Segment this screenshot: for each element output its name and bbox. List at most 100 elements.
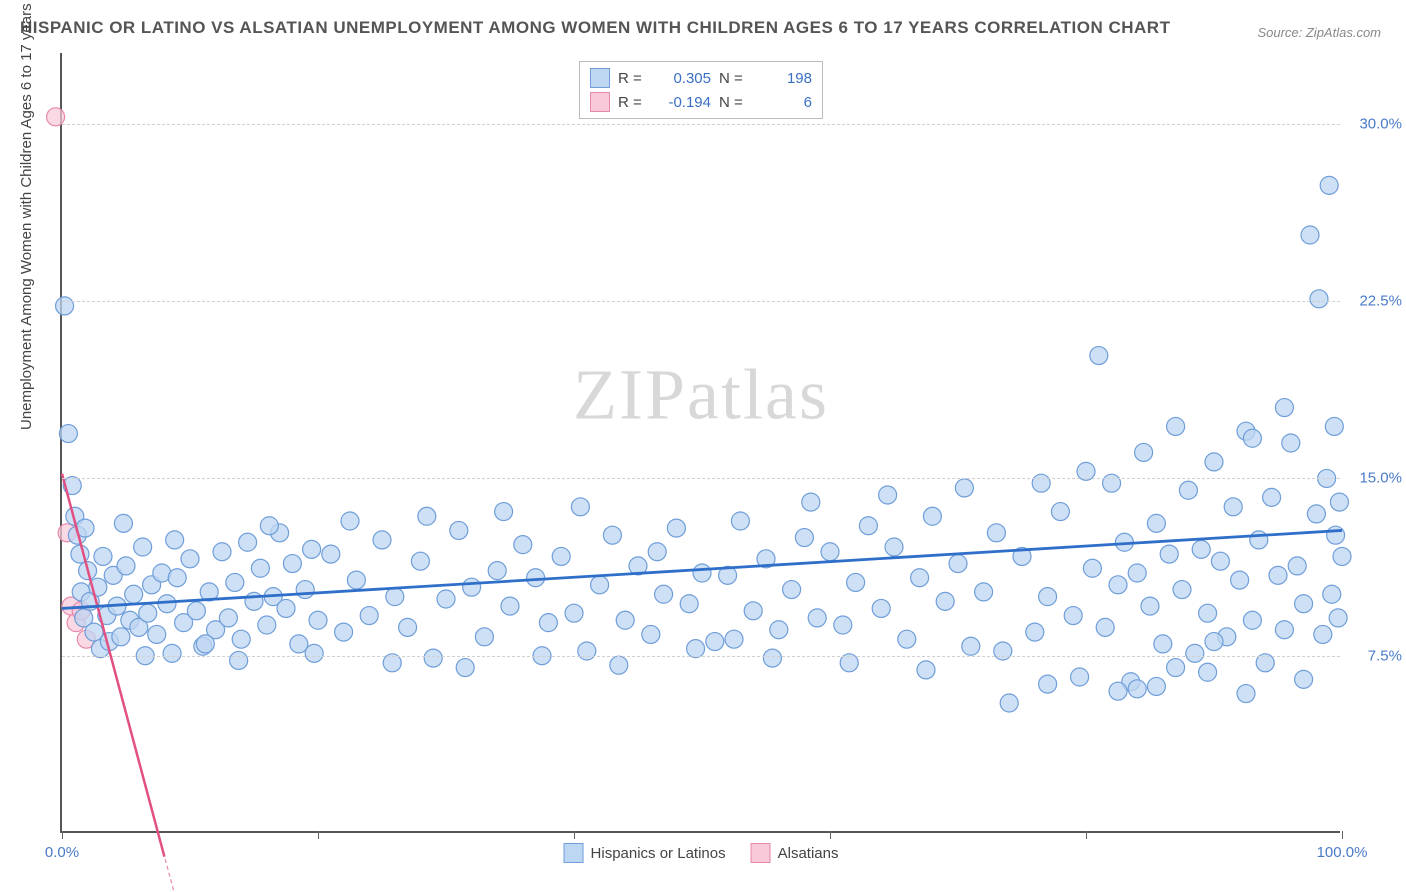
scatter-point: [1173, 581, 1191, 599]
scatter-point: [1327, 526, 1345, 544]
scatter-point: [693, 564, 711, 582]
scatter-point: [879, 486, 897, 504]
source-label: Source: ZipAtlas.com: [1257, 25, 1381, 40]
scatter-point: [955, 479, 973, 497]
scatter-point: [260, 517, 278, 535]
scatter-point: [1128, 680, 1146, 698]
scatter-point: [1096, 618, 1114, 636]
scatter-point: [1179, 481, 1197, 499]
scatter-point: [134, 538, 152, 556]
scatter-point: [475, 628, 493, 646]
scatter-point: [770, 621, 788, 639]
scatter-point: [213, 543, 231, 561]
scatter-point: [1109, 682, 1127, 700]
scatter-point: [450, 521, 468, 539]
scatter-point: [591, 576, 609, 594]
scatter-point: [1263, 488, 1281, 506]
scatter-point: [239, 533, 257, 551]
scatter-point: [923, 507, 941, 525]
scatter-point: [114, 514, 132, 532]
scatter-point: [975, 583, 993, 601]
scatter-point: [1205, 453, 1223, 471]
scatter-point: [1039, 675, 1057, 693]
scatter-point: [226, 573, 244, 591]
scatter-point: [1160, 545, 1178, 563]
scatter-point: [411, 552, 429, 570]
scatter-point: [744, 602, 762, 620]
scatter-point: [1199, 604, 1217, 622]
scatter-point: [859, 517, 877, 535]
scatter-point: [1275, 621, 1293, 639]
scatter-point: [117, 557, 135, 575]
scatter-point: [148, 625, 166, 643]
scatter-point: [168, 569, 186, 587]
gridline: [62, 301, 1340, 302]
scatter-point: [1000, 694, 1018, 712]
scatter-point: [1135, 443, 1153, 461]
scatter-point: [335, 623, 353, 641]
scatter-point: [949, 555, 967, 573]
ytick-label: 30.0%: [1359, 115, 1402, 132]
scatter-point: [917, 661, 935, 679]
scatter-point: [1186, 644, 1204, 662]
xtick: [830, 831, 831, 839]
scatter-point: [648, 543, 666, 561]
scatter-point: [360, 607, 378, 625]
scatter-point: [386, 588, 404, 606]
scatter-point: [1288, 557, 1306, 575]
scatter-point: [59, 425, 77, 443]
trend-line: [62, 474, 164, 857]
scatter-point: [232, 630, 250, 648]
scatter-point: [821, 543, 839, 561]
scatter-point: [1307, 505, 1325, 523]
scatter-point: [1301, 226, 1319, 244]
y-axis-label: Unemployment Among Women with Children A…: [18, 3, 35, 430]
scatter-point: [187, 602, 205, 620]
scatter-point: [898, 630, 916, 648]
scatter-point: [552, 547, 570, 565]
plot-area: ZIPatlas R = 0.305 N = 198 R = -0.194 N …: [60, 53, 1340, 833]
scatter-point: [1051, 503, 1069, 521]
scatter-point: [1167, 659, 1185, 677]
scatter-point: [166, 531, 184, 549]
scatter-point: [1032, 474, 1050, 492]
xtick: [1342, 831, 1343, 839]
xtick: [318, 831, 319, 839]
scatter-point: [1154, 635, 1172, 653]
bottom-label-hispanic: Hispanics or Latinos: [591, 845, 726, 862]
scatter-point: [341, 512, 359, 530]
scatter-point: [1282, 434, 1300, 452]
scatter-point: [1329, 609, 1347, 627]
scatter-point: [305, 644, 323, 662]
scatter-point: [1224, 498, 1242, 516]
scatter-point: [456, 659, 474, 677]
xtick-label: 0.0%: [45, 844, 79, 861]
scatter-point: [1320, 176, 1338, 194]
scatter-point: [251, 559, 269, 577]
scatter-point: [1269, 566, 1287, 584]
scatter-point: [258, 616, 276, 634]
scatter-point: [1090, 347, 1108, 365]
scatter-point: [1333, 547, 1351, 565]
scatter-point: [139, 604, 157, 622]
scatter-point: [808, 609, 826, 627]
scatter-point: [296, 581, 314, 599]
gridline: [62, 478, 1340, 479]
bottom-swatch-alsatian: [751, 843, 771, 863]
scatter-point: [283, 555, 301, 573]
ytick-label: 7.5%: [1368, 647, 1402, 664]
scatter-point: [56, 297, 74, 315]
scatter-point: [1128, 564, 1146, 582]
scatter-point: [437, 590, 455, 608]
scatter-point: [322, 545, 340, 563]
scatter-point: [1275, 399, 1293, 417]
scatter-point: [667, 519, 685, 537]
scatter-point: [163, 644, 181, 662]
scatter-point: [911, 569, 929, 587]
scatter-point: [565, 604, 583, 622]
scatter-point: [112, 628, 130, 646]
scatter-point: [527, 569, 545, 587]
scatter-point: [1026, 623, 1044, 641]
scatter-point: [603, 526, 621, 544]
scatter-point: [763, 649, 781, 667]
